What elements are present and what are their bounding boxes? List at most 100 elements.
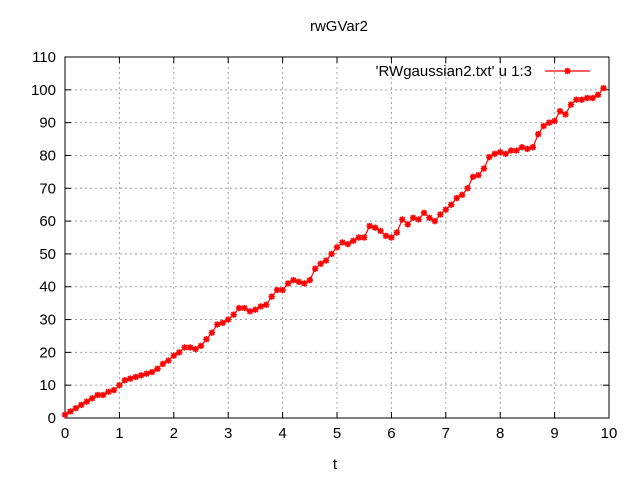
- data-point: [306, 276, 313, 284]
- y-tick-label: 0: [48, 410, 56, 427]
- x-tick-label: 5: [333, 425, 341, 442]
- y-tick-label: 110: [32, 49, 56, 66]
- x-tick-label: 4: [278, 425, 286, 442]
- y-tick-label: 80: [39, 147, 56, 164]
- x-tick-label: 2: [170, 425, 178, 442]
- data-point: [382, 232, 390, 240]
- data-point: [105, 388, 112, 395]
- data-point: [143, 370, 150, 377]
- data-point: [67, 408, 74, 415]
- data-point: [99, 391, 107, 399]
- data-point: [458, 191, 466, 199]
- x-tick-label: 10: [601, 425, 618, 442]
- data-point: [507, 147, 515, 154]
- series-layer: [61, 84, 607, 418]
- data-point: [409, 214, 417, 222]
- data-point: [562, 111, 569, 118]
- data-point: [214, 321, 221, 328]
- legend-marker: [564, 67, 571, 75]
- data-point: [181, 344, 188, 351]
- legend-label: 'RWgaussian2.txt' u 1:3: [376, 63, 532, 80]
- data-point: [475, 171, 482, 179]
- data-point: [388, 234, 395, 241]
- y-tick-label: 100: [31, 82, 56, 99]
- data-point: [116, 381, 123, 389]
- data-point: [399, 216, 406, 223]
- data-point: [72, 404, 80, 412]
- x-tick-label: 6: [387, 425, 395, 442]
- data-point: [290, 276, 297, 284]
- data-point: [273, 286, 281, 294]
- data-point: [333, 244, 341, 251]
- x-tick-label: 1: [115, 425, 123, 442]
- data-point: [469, 173, 477, 180]
- y-tick-label: 40: [39, 279, 56, 296]
- data-point: [170, 352, 177, 359]
- data-point: [159, 360, 167, 368]
- data-point: [322, 257, 330, 264]
- data-point: [176, 349, 183, 356]
- data-point: [154, 365, 161, 372]
- data-point: [203, 336, 210, 343]
- data-point: [192, 345, 199, 353]
- data-point: [284, 280, 292, 287]
- data-point: [230, 311, 237, 318]
- x-tick-label: 9: [550, 425, 558, 442]
- y-tick-label: 50: [39, 246, 56, 263]
- data-point: [361, 234, 368, 241]
- y-tick-label: 20: [39, 344, 56, 361]
- data-point: [464, 185, 471, 192]
- data-point: [197, 342, 205, 349]
- x-tick-label: 0: [61, 425, 69, 442]
- data-point: [241, 304, 248, 312]
- data-point: [420, 209, 428, 217]
- x-axis-title: t: [333, 456, 338, 473]
- data-point: [600, 84, 607, 92]
- x-tick-label: 8: [496, 425, 504, 442]
- series-line: [64, 87, 605, 416]
- data-point: [377, 227, 384, 235]
- data-point: [594, 91, 602, 98]
- legend: 'RWgaussian2.txt' u 1:3: [376, 63, 590, 80]
- data-point: [127, 375, 134, 382]
- data-point: [268, 293, 275, 300]
- data-point: [415, 216, 422, 223]
- data-point: [83, 398, 90, 405]
- data-point: [431, 217, 439, 225]
- data-point: [453, 194, 460, 202]
- chart-title: rwGVar2: [310, 18, 368, 35]
- data-point: [225, 316, 232, 323]
- data-point: [497, 148, 504, 156]
- data-point: [344, 240, 352, 248]
- data-point: [556, 107, 564, 115]
- data-point: [513, 147, 520, 154]
- data-point: [208, 329, 216, 336]
- data-point: [295, 278, 303, 286]
- data-point: [78, 401, 85, 409]
- data-point: [529, 144, 537, 151]
- data-point: [584, 94, 591, 102]
- data-point: [339, 239, 346, 246]
- data-point: [235, 304, 243, 312]
- data-point: [437, 211, 444, 218]
- data-point: [148, 368, 156, 376]
- data-point: [551, 117, 558, 125]
- x-tick-label: 3: [224, 425, 232, 442]
- data-point: [578, 96, 585, 103]
- data-point: [246, 308, 254, 315]
- y-tick-label: 90: [39, 115, 56, 132]
- data-point: [186, 344, 194, 351]
- y-tick-label: 30: [39, 312, 56, 329]
- y-tick-label: 70: [39, 180, 56, 197]
- data-point: [502, 150, 509, 158]
- data-point: [94, 391, 101, 399]
- data-point: [110, 386, 118, 394]
- data-point: [317, 260, 324, 267]
- data-point: [545, 119, 553, 126]
- data-point: [165, 357, 172, 364]
- data-point: [491, 150, 498, 158]
- data-point: [426, 214, 433, 222]
- data-point: [371, 224, 379, 231]
